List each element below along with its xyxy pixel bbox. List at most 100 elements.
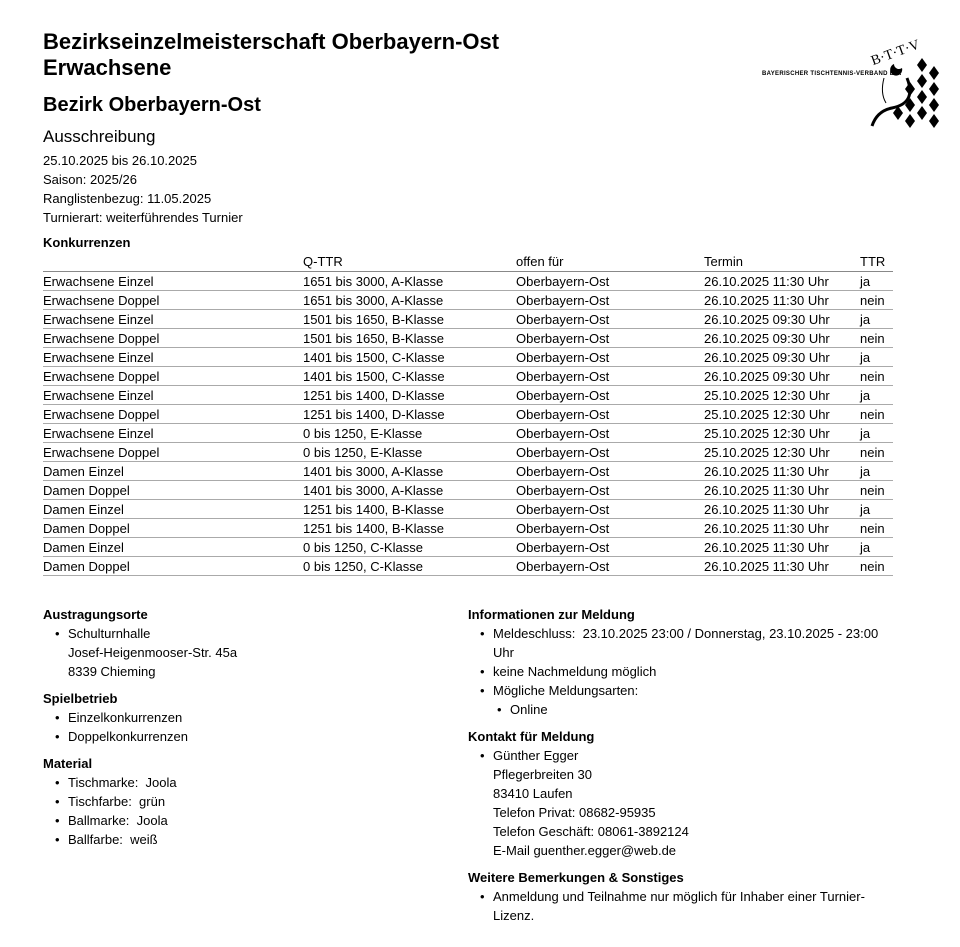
table-row: Erwachsene Doppel 1501 bis 1650, B-Klasse… <box>43 328 893 348</box>
right-column: Informationen zur Meldung Meldeschluss: … <box>468 605 893 925</box>
cell-competition: Erwachsene Einzel <box>43 309 303 329</box>
cell-ttr: nein <box>860 556 893 576</box>
cell-ttr: nein <box>860 366 893 386</box>
remarks-list: Anmeldung und Teilnahme nur möglich für … <box>468 887 893 925</box>
cell-ttr: ja <box>860 271 893 291</box>
cell-open-for: Oberbayern-Ost <box>516 518 704 538</box>
list-item: Ballfarbe: weiß <box>55 830 443 849</box>
cell-ttr: ja <box>860 423 893 443</box>
cell-competition: Erwachsene Doppel <box>43 366 303 386</box>
table-row: Damen Doppel 1251 bis 1400, B-Klasse Oberb… <box>43 518 893 538</box>
cell-date: 26.10.2025 11:30 Uhr <box>704 480 860 500</box>
cell-qttr: 1401 bis 1500, C-Klasse <box>303 347 516 367</box>
cell-date: 25.10.2025 12:30 Uhr <box>704 385 860 405</box>
contact-email: E-Mail guenther.egger@web.de <box>493 843 677 858</box>
cell-competition: Erwachsene Doppel <box>43 290 303 310</box>
cell-ttr: nein <box>860 404 893 424</box>
cell-qttr: 1401 bis 3000, A-Klasse <box>303 461 516 481</box>
cell-competition: Erwachsene Einzel <box>43 385 303 405</box>
table-row: Erwachsene Einzel 1401 bis 1500, C-Klasse… <box>43 347 893 367</box>
table-row: Erwachsene Doppel 1401 bis 1500, C-Klasse… <box>43 366 893 386</box>
meta-info: 25.10.2025 bis 26.10.2025 Saison: 2025/2… <box>43 151 243 227</box>
col-competition <box>43 251 303 272</box>
ranking-reference: Ranglistenbezug: 11.05.2025 <box>43 191 212 206</box>
cell-qttr: 1401 bis 3000, A-Klasse <box>303 480 516 500</box>
material-heading: Material <box>43 756 93 771</box>
cell-open-for: Oberbayern-Ost <box>516 461 704 481</box>
contact-phone-business: Telefon Geschäft: 08061-3892124 <box>493 824 689 839</box>
contact-name: Günther Egger <box>493 748 579 763</box>
cell-ttr: nein <box>860 442 893 462</box>
cell-open-for: Oberbayern-Ost <box>516 366 704 386</box>
cell-qttr: 0 bis 1250, E-Klasse <box>303 423 516 443</box>
contact-city: 83410 Laufen <box>493 786 573 801</box>
cell-ttr: ja <box>860 461 893 481</box>
late-registration: keine Nachmeldung möglich <box>480 662 893 681</box>
cell-ttr: ja <box>860 499 893 519</box>
left-column: Austragungsorte Schulturnhalle Josef-Hei… <box>43 605 443 857</box>
cell-open-for: Oberbayern-Ost <box>516 290 704 310</box>
cell-ttr: ja <box>860 385 893 405</box>
cell-competition: Damen Einzel <box>43 499 303 519</box>
cell-date: 26.10.2025 11:30 Uhr <box>704 518 860 538</box>
play-heading: Spielbetrieb <box>43 691 118 706</box>
cell-competition: Erwachsene Einzel <box>43 423 303 443</box>
cell-date: 26.10.2025 11:30 Uhr <box>704 556 860 576</box>
material-list: Tischmarke: Joola Tischfarbe: grün Ballm… <box>43 773 443 849</box>
cell-open-for: Oberbayern-Ost <box>516 499 704 519</box>
logo-text: BAYERISCHER TISCHTENNIS-VERBAND E.V. <box>762 71 902 77</box>
cell-qttr: 1251 bis 1400, D-Klasse <box>303 404 516 424</box>
cell-date: 26.10.2025 11:30 Uhr <box>704 461 860 481</box>
deadline: Meldeschluss: 23.10.2025 23:00 / Donners… <box>480 624 893 662</box>
table-row: Erwachsene Einzel 1251 bis 1400, D-Klasse… <box>43 385 893 405</box>
registration-heading: Informationen zur Meldung <box>468 607 635 622</box>
cell-competition: Damen Einzel <box>43 537 303 557</box>
col-ttr: TTR <box>860 251 893 272</box>
registration-list: Meldeschluss: 23.10.2025 23:00 / Donners… <box>468 624 893 719</box>
cell-date: 26.10.2025 11:30 Uhr <box>704 271 860 291</box>
cell-qttr: 1251 bis 1400, B-Klasse <box>303 499 516 519</box>
cell-competition: Erwachsene Doppel <box>43 442 303 462</box>
cell-ttr: ja <box>860 347 893 367</box>
cell-qttr: 0 bis 1250, E-Klasse <box>303 442 516 462</box>
cell-competition: Erwachsene Doppel <box>43 328 303 348</box>
cell-qttr: 0 bis 1250, C-Klasse <box>303 556 516 576</box>
cell-competition: Erwachsene Doppel <box>43 404 303 424</box>
cell-ttr: ja <box>860 309 893 329</box>
cell-qttr: 1651 bis 3000, A-Klasse <box>303 290 516 310</box>
venue-name: Schulturnhalle <box>68 626 151 641</box>
contact-street: Pflegerbreiten 30 <box>493 767 593 782</box>
cell-ttr: nein <box>860 328 893 348</box>
cell-qttr: 1251 bis 1400, D-Klasse <box>303 385 516 405</box>
season: Saison: 2025/26 <box>43 172 137 187</box>
district-heading: Bezirk Oberbayern-Ost <box>43 94 261 116</box>
cell-ttr: ja <box>860 537 893 557</box>
contact-heading: Kontakt für Meldung <box>468 729 595 744</box>
table-row: Erwachsene Einzel 1651 bis 3000, A-Klasse… <box>43 271 893 291</box>
cell-qttr: 1501 bis 1650, B-Klasse <box>303 309 516 329</box>
cell-competition: Erwachsene Einzel <box>43 271 303 291</box>
list-item: Ballmarke: Joola <box>55 811 443 830</box>
cell-date: 26.10.2025 11:30 Uhr <box>704 499 860 519</box>
btt-logo: BAYERISCHER TISCHTENNIS-VERBAND E.V. B·T… <box>762 38 947 130</box>
cell-open-for: Oberbayern-Ost <box>516 404 704 424</box>
table-header: Q-TTR offen für Termin TTR <box>43 251 893 272</box>
venues-heading: Austragungsorte <box>43 607 148 622</box>
cell-competition: Damen Doppel <box>43 518 303 538</box>
cell-date: 25.10.2025 12:30 Uhr <box>704 404 860 424</box>
competitions-table: Q-TTR offen für Termin TTR Erwachsene Ei… <box>43 251 893 576</box>
subtitle: Ausschreibung <box>43 127 156 146</box>
play-list: Einzelkonkurrenzen Doppelkonkurrenzen <box>43 708 443 746</box>
cell-open-for: Oberbayern-Ost <box>516 537 704 557</box>
cell-open-for: Oberbayern-Ost <box>516 385 704 405</box>
page-title: Bezirkseinzelmeisterschaft Oberbayern-Os… <box>43 29 500 80</box>
cell-qttr: 1501 bis 1650, B-Klasse <box>303 328 516 348</box>
cell-open-for: Oberbayern-Ost <box>516 480 704 500</box>
cell-open-for: Oberbayern-Ost <box>516 347 704 367</box>
cell-open-for: Oberbayern-Ost <box>516 556 704 576</box>
cell-competition: Damen Doppel <box>43 480 303 500</box>
tournament-type: Turnierart: weiterführendes Turnier <box>43 210 243 225</box>
cell-open-for: Oberbayern-Ost <box>516 271 704 291</box>
contact-phone-private: Telefon Privat: 08682-95935 <box>493 805 656 820</box>
table-row: Erwachsene Einzel 0 bis 1250, E-Klasse Obe… <box>43 423 893 443</box>
